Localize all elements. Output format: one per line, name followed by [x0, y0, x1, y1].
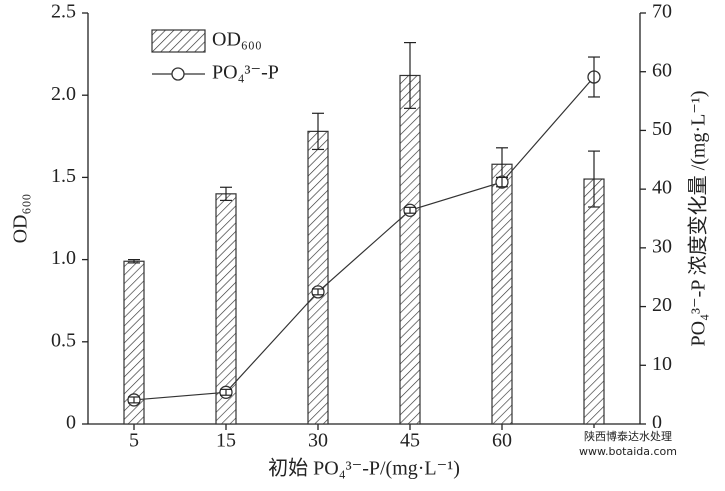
- y2-tick-label: 10: [652, 353, 672, 375]
- x-tick-label: 15: [216, 430, 236, 452]
- x-tick-label: 60: [492, 430, 512, 452]
- watermark-bg: [574, 428, 682, 462]
- y-tick-label: 0.5: [51, 329, 76, 351]
- bar: [399, 74, 421, 425]
- watermark: www.botaida.com: [579, 445, 677, 458]
- y-tick-label: 2.5: [51, 1, 76, 23]
- bar: [491, 163, 513, 425]
- y2-tick-label: 0: [652, 412, 662, 434]
- bar: [583, 178, 605, 425]
- legend-label: PO₄³⁻-P: [212, 62, 279, 84]
- y2-tick-label: 20: [652, 294, 672, 316]
- y-tick-label: 2.0: [51, 83, 76, 105]
- y2-tick-label: 30: [652, 235, 672, 257]
- legend-marker: [171, 67, 185, 81]
- x-axis-label: 初始 PO₄³⁻-P/(mg·L⁻¹): [268, 457, 460, 480]
- y2-tick-label: 40: [652, 177, 672, 199]
- line: [133, 76, 595, 401]
- y2-tick-label: 50: [652, 118, 672, 140]
- legend-swatch: [151, 29, 206, 53]
- y-tick-label: 0: [66, 412, 76, 434]
- y-tick-label: 1.5: [51, 165, 76, 187]
- bar: [307, 130, 329, 425]
- y2-axis-label: PO₄³⁻-P 浓度变化量 /(mg·L⁻¹): [687, 91, 710, 347]
- y2-tick-label: 70: [652, 1, 672, 23]
- y-tick-label: 1.0: [51, 247, 76, 269]
- x-tick-label: 45: [400, 430, 420, 452]
- x-tick-label: 30: [308, 430, 328, 452]
- watermark: 陕西博泰达水处理: [584, 429, 672, 443]
- y-axis-label: OD₆₀₀: [10, 194, 32, 244]
- legend-label: OD₆₀₀: [212, 29, 262, 51]
- x-tick-label: 5: [129, 430, 139, 452]
- y2-tick-label: 60: [652, 59, 672, 81]
